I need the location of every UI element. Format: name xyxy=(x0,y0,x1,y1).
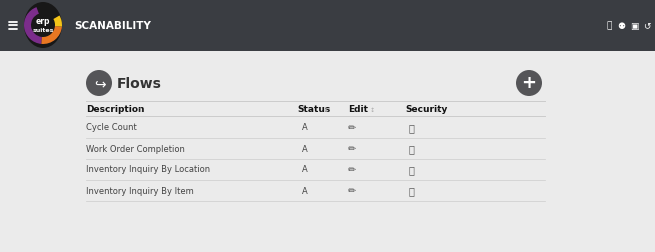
Text: ↕: ↕ xyxy=(324,107,329,112)
Circle shape xyxy=(86,71,112,97)
Text: ✏: ✏ xyxy=(348,143,356,153)
Text: A: A xyxy=(302,144,308,153)
Ellipse shape xyxy=(24,3,62,49)
Text: erp: erp xyxy=(36,16,50,25)
Text: 🔒: 🔒 xyxy=(408,185,414,195)
FancyBboxPatch shape xyxy=(0,0,655,52)
Text: ↪: ↪ xyxy=(94,77,106,91)
Text: Cycle Count: Cycle Count xyxy=(86,123,137,132)
Text: A: A xyxy=(302,123,308,132)
Wedge shape xyxy=(41,27,62,45)
Text: ↕: ↕ xyxy=(435,107,440,112)
Text: ✏: ✏ xyxy=(348,122,356,133)
Text: Status: Status xyxy=(297,105,330,114)
Text: ▣: ▣ xyxy=(629,21,638,30)
Circle shape xyxy=(516,71,542,97)
Text: 🔒: 🔒 xyxy=(408,164,414,174)
Text: Flows: Flows xyxy=(117,77,162,91)
Text: Work Order Completion: Work Order Completion xyxy=(86,144,185,153)
Text: ✏: ✏ xyxy=(348,164,356,174)
Text: ↕: ↕ xyxy=(138,107,143,112)
Text: SCANABILITY: SCANABILITY xyxy=(74,21,151,31)
Text: Inventory Inquiry By Location: Inventory Inquiry By Location xyxy=(86,165,210,174)
Text: Security: Security xyxy=(405,105,447,114)
Text: 🔒: 🔒 xyxy=(408,143,414,153)
Text: ✏: ✏ xyxy=(348,185,356,195)
Text: Inventory Inquiry By Item: Inventory Inquiry By Item xyxy=(86,186,194,195)
Wedge shape xyxy=(24,8,42,45)
Text: +: + xyxy=(521,74,536,92)
Text: suites: suites xyxy=(32,27,54,32)
Text: ↺: ↺ xyxy=(643,21,651,30)
Text: A: A xyxy=(302,186,308,195)
FancyBboxPatch shape xyxy=(0,52,655,252)
Text: A: A xyxy=(302,165,308,174)
Text: ↕: ↕ xyxy=(370,107,375,112)
Text: Description: Description xyxy=(86,105,145,114)
Text: Edit: Edit xyxy=(348,105,368,114)
Wedge shape xyxy=(54,16,62,27)
Text: 🔒: 🔒 xyxy=(408,122,414,133)
Text: ⚉: ⚉ xyxy=(617,21,625,30)
Text: ⚿: ⚿ xyxy=(607,21,612,30)
